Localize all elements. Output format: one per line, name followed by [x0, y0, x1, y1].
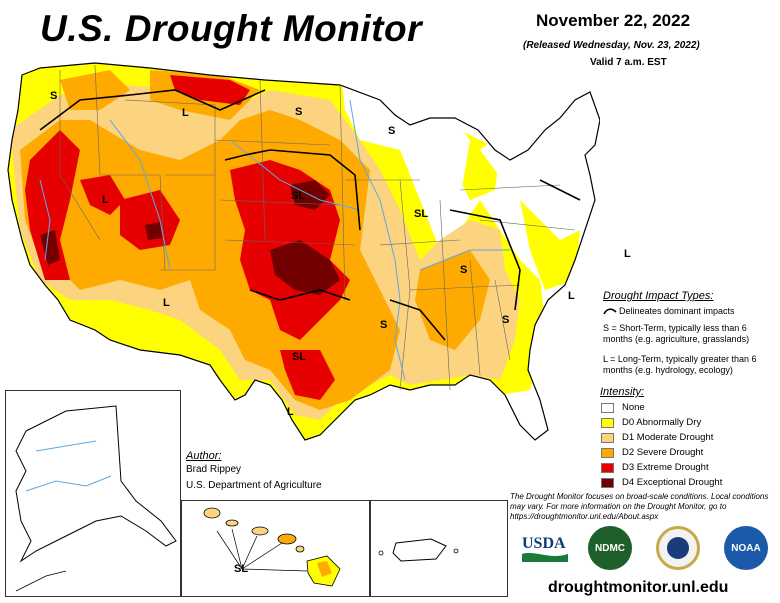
swatch-d2: [601, 447, 614, 458]
impact-label-short: S: [460, 264, 468, 276]
author-name: Brad Rippey: [186, 464, 242, 475]
commerce-seal-logo: [656, 526, 700, 570]
impact-label-short-long: SL: [292, 351, 307, 363]
puerto-rico-map: [378, 538, 459, 562]
impact-label-short: S: [295, 106, 303, 118]
conus-drought-map: [7, 62, 600, 441]
ndmc-logo: NDMC: [588, 526, 632, 570]
impact-label-long: L: [182, 107, 189, 119]
legend-label: D1 Moderate Drought: [622, 432, 714, 443]
eagle-icon: [667, 537, 689, 559]
dominant-impact-line-icon: [603, 308, 617, 315]
long-term-description: L = Long-Term, typically greater than 6 …: [603, 354, 757, 375]
release-date: (Released Wednesday, Nov. 23, 2022): [523, 40, 700, 51]
legend-label: None: [622, 402, 645, 413]
legend-label: D0 Abnormally Dry: [622, 417, 702, 428]
noaa-logo: NOAA: [724, 526, 768, 570]
valid-time: Valid 7 a.m. EST: [590, 57, 667, 68]
map-date: November 22, 2022: [536, 11, 691, 30]
swatch-d4: [601, 477, 614, 488]
impact-label-short: S: [380, 319, 388, 331]
swatch-none: [601, 402, 614, 413]
impact-label-short: S: [388, 125, 396, 137]
hawaii-map: [203, 507, 341, 587]
impact-label-long: L: [163, 297, 170, 309]
conus-outline: [7, 62, 600, 441]
impact-label-short-long: SL: [291, 190, 306, 202]
impact-legend-title: Drought Impact Types:: [603, 290, 714, 302]
impact-label-long: L: [102, 194, 109, 206]
rivers: [39, 99, 510, 381]
alaska-map: [15, 405, 177, 592]
legend-label: D3 Extreme Drought: [622, 462, 709, 473]
puerto-rico-inset: [370, 500, 508, 597]
hawaii-impact-label: SL: [234, 563, 249, 575]
legend-item-none: None: [601, 401, 645, 414]
impact-label-short: S: [502, 314, 510, 326]
legend-item-d2: D2 Severe Drought: [601, 446, 703, 459]
alaska-inset: [5, 390, 181, 597]
author-label: Author:: [186, 450, 222, 462]
ndmc-logo-text: NDMC: [595, 542, 625, 554]
usda-logo-icon: USDA: [522, 535, 568, 562]
map-title: U.S. Drought Monitor: [40, 8, 422, 49]
hawaii-inset: SL: [181, 500, 370, 597]
impact-label-long: L: [287, 406, 294, 418]
impact-label-long: L: [568, 290, 575, 302]
impact-label-long: L: [624, 248, 631, 260]
legend-label: D4 Exceptional Drought: [622, 477, 723, 488]
swatch-d3: [601, 462, 614, 473]
impact-label-short-long: SL: [414, 208, 429, 220]
short-term-description: S = Short-Term, typically less than 6 mo…: [603, 323, 750, 344]
impact-label-short: S: [50, 90, 58, 102]
legend-item-d4: D4 Exceptional Drought: [601, 476, 722, 489]
impact-boundaries: [39, 89, 581, 341]
legend-item-d1: D1 Moderate Drought: [601, 431, 713, 444]
dominant-impact-description: Delineates dominant impacts: [619, 306, 735, 316]
website-url[interactable]: droughtmonitor.unl.edu: [548, 579, 729, 596]
disclaimer-text: The Drought Monitor focuses on broad-sca…: [510, 492, 769, 521]
legend-item-d3: D3 Extreme Drought: [601, 461, 709, 474]
noaa-logo-text: NOAA: [731, 542, 761, 554]
legend-item-d0: D0 Abnormally Dry: [601, 416, 701, 429]
author-organization: U.S. Department of Agriculture: [186, 480, 322, 491]
intensity-legend-title: Intensity:: [600, 386, 645, 398]
legend-label: D2 Severe Drought: [622, 447, 704, 458]
usda-logo: USDA: [520, 530, 570, 566]
state-boundaries: [59, 64, 576, 391]
usda-logo-text: USDA: [522, 535, 566, 552]
swatch-d1: [601, 432, 614, 443]
swatch-d0: [601, 417, 614, 428]
